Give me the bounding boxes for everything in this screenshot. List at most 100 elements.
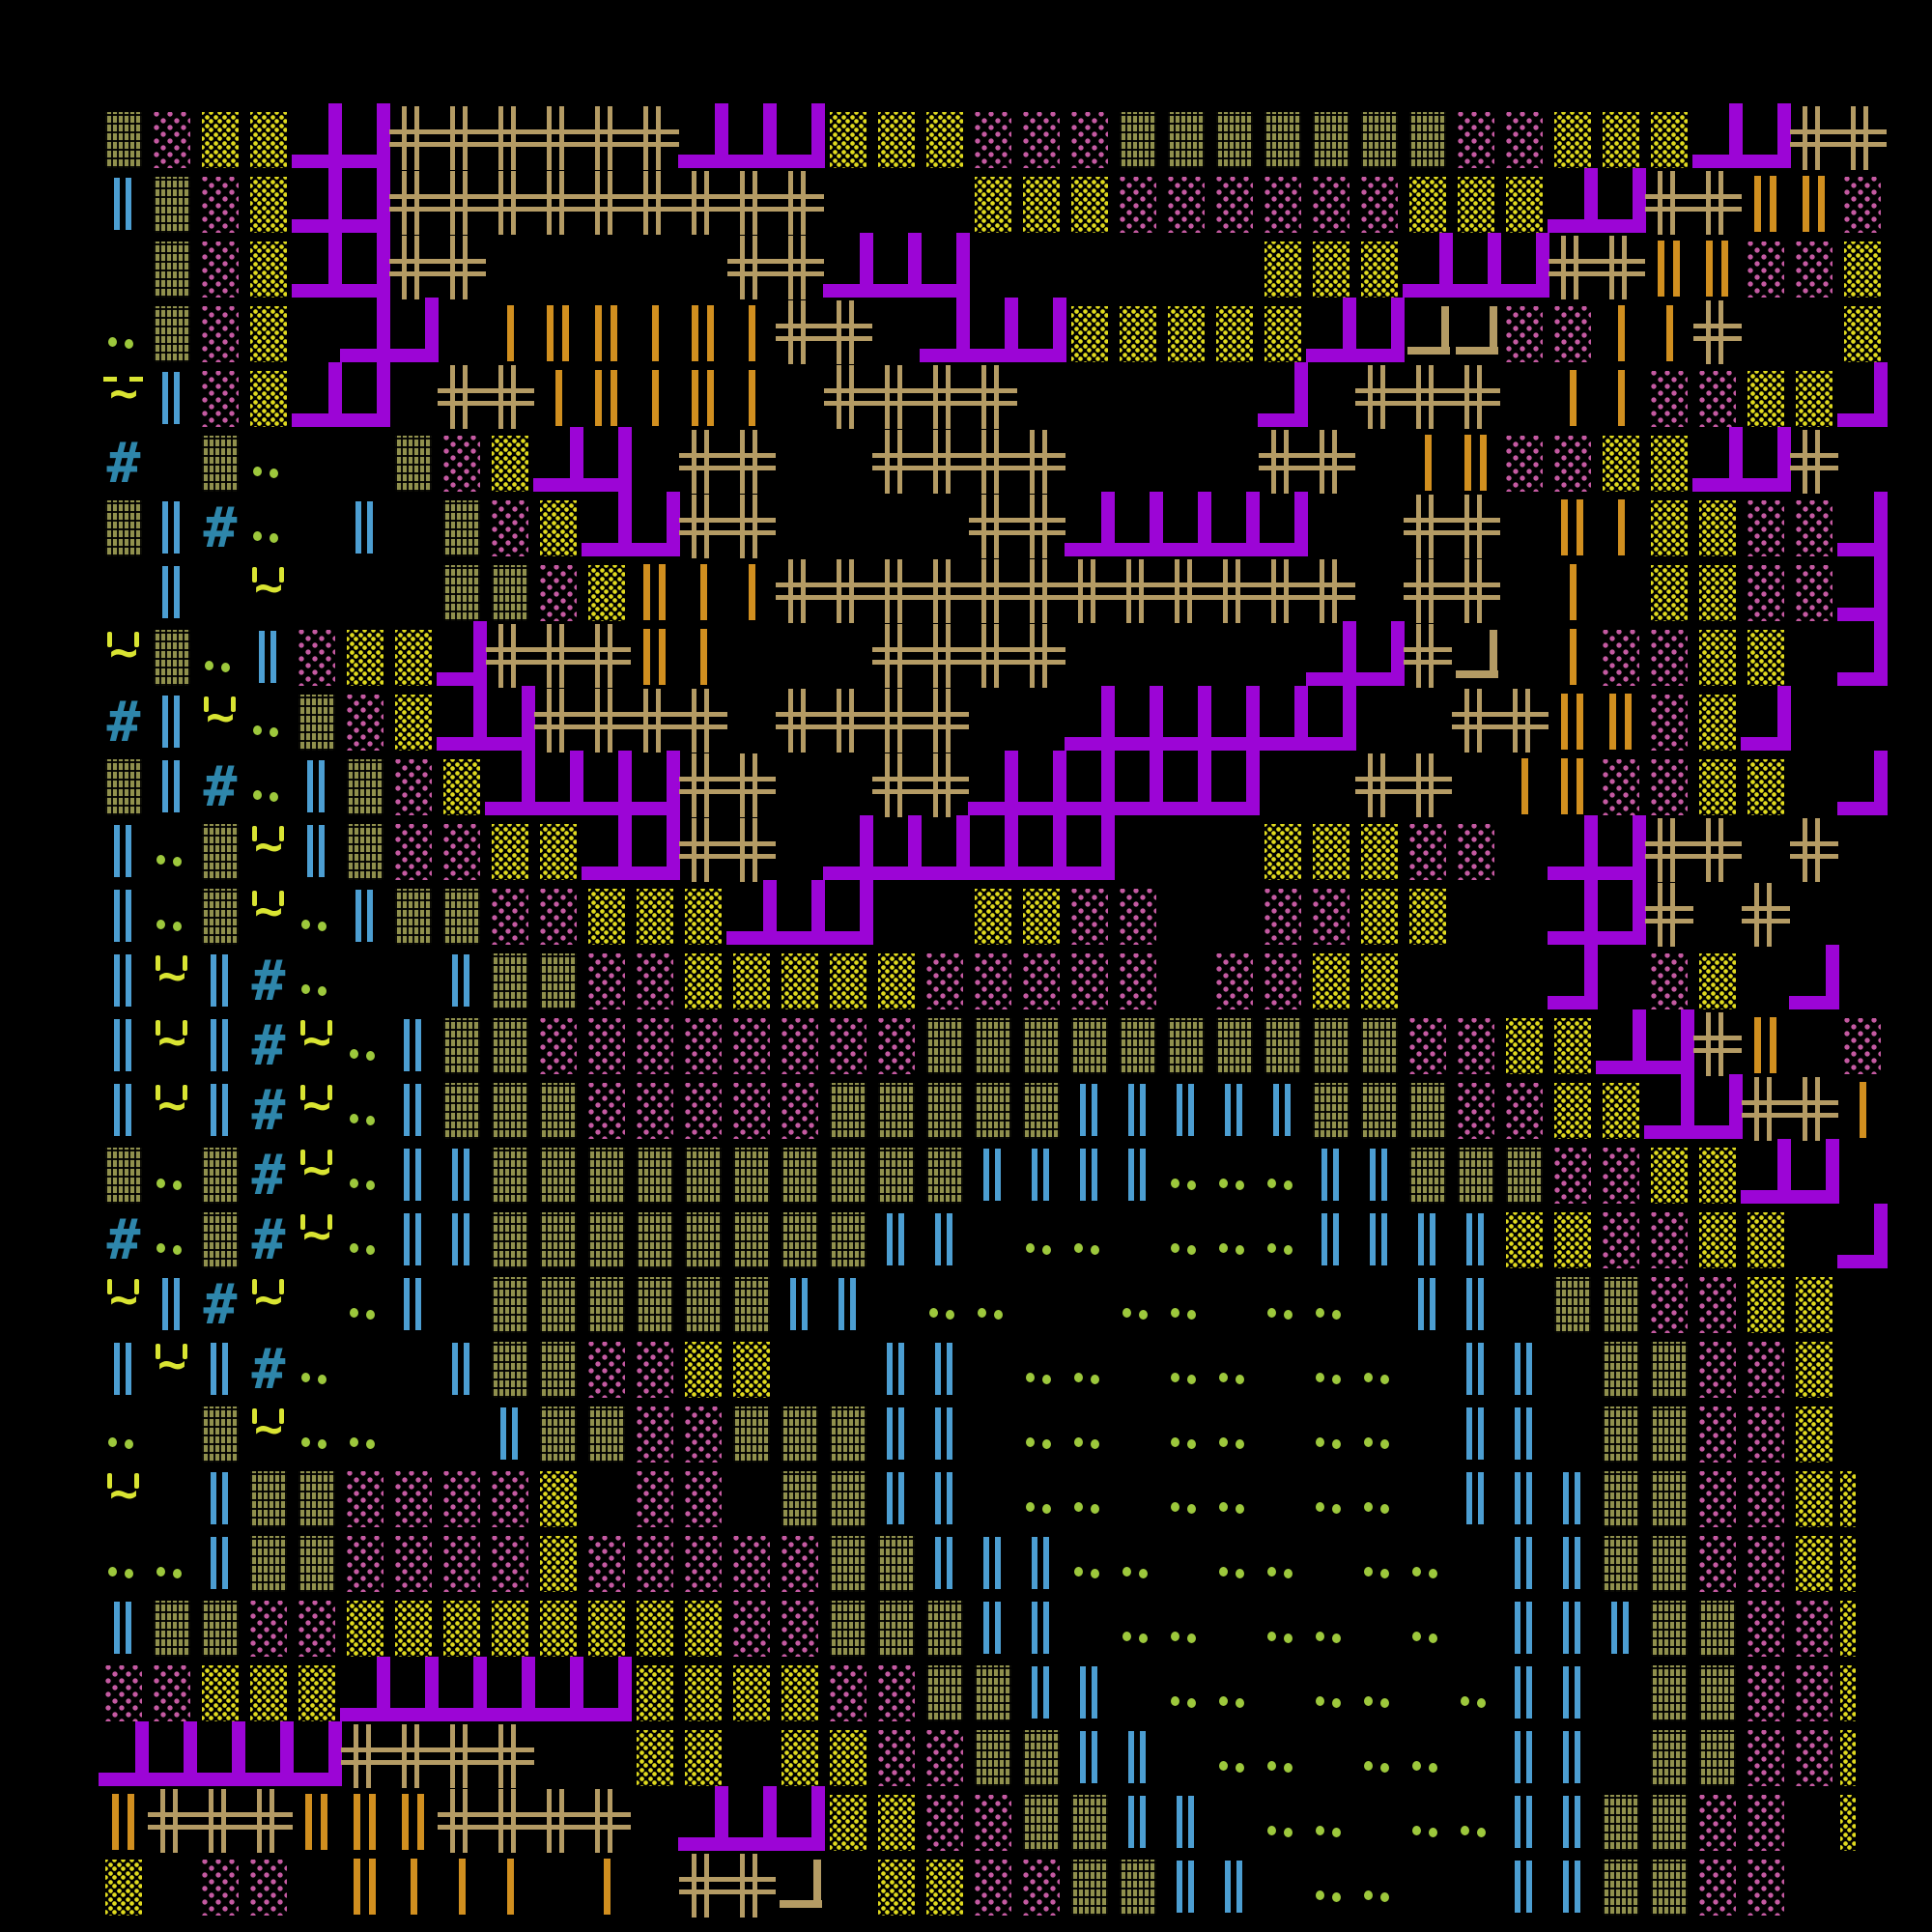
tile-green-double-dots: [293, 1403, 341, 1467]
tile-yellow-dot-block: [244, 173, 293, 238]
tile-purple-corner-up-left: [1065, 815, 1115, 885]
tile-olive-weave-block: [389, 885, 438, 950]
tile-yellow-dot-block: [1790, 1532, 1838, 1597]
tile-pink-dot-block: [1210, 950, 1259, 1014]
tile-green-double-dots: [1017, 1403, 1065, 1467]
tile-pink-dot-block: [1548, 432, 1597, 497]
tile-pink-dot-block: [1838, 1014, 1887, 1079]
hash-glyph: #: [106, 689, 141, 754]
tile-purple-corner-up-left: [1065, 492, 1115, 561]
tile-yellow-dot-block: [679, 1338, 727, 1403]
tile-tan-double-cross: [921, 559, 969, 626]
tile-blue-double-pipe: [196, 1532, 244, 1597]
tile-blue-double-pipe: [1307, 1208, 1355, 1273]
tile-purple-corner-up-left: [1837, 621, 1888, 691]
tile-olive-weave-block: [1645, 1338, 1693, 1403]
tile-tan-double-cross: [389, 236, 438, 302]
tile-yellow-dot-block: [244, 108, 293, 173]
tile-pink-dot-block: [486, 885, 534, 950]
tile-blue-double-pipe: [1210, 1856, 1259, 1920]
tile-tan-double-cross: [776, 171, 824, 238]
tile-purple-corner-up-left: [1548, 945, 1598, 1014]
tile-pink-dot-block: [1742, 561, 1790, 626]
tile-pink-dot-block: [679, 1079, 727, 1144]
tile-yellow-dot-block: [1742, 1208, 1790, 1273]
tile-blue-double-pipe: [389, 1014, 438, 1079]
tile-grass-ticks-tilde: ~: [99, 624, 148, 691]
hash-glyph: #: [251, 1142, 286, 1208]
tile-yellow-dot-block: [727, 950, 776, 1014]
tile-tan-double-cross: [824, 559, 872, 626]
tile-pink-dot-block: [631, 1467, 679, 1532]
tile-orange-double-pipe: [631, 561, 679, 626]
tile-purple-corner-up-left: [1596, 1009, 1646, 1079]
tile-orange-pipe: [1597, 367, 1645, 432]
tile-olive-weave-block: [824, 1208, 872, 1273]
tile-orange-double-pipe: [1742, 1014, 1790, 1079]
tile-pink-dot-block: [1114, 173, 1162, 238]
tile-yellow-dot-block: [1017, 885, 1065, 950]
tile-yellow-dot-block-partial: [1838, 1726, 1887, 1791]
tile-orange-double-pipe: [341, 1856, 389, 1920]
tile-green-double-dots: [1259, 1144, 1307, 1208]
tile-purple-corner-up-left: [1741, 427, 1791, 497]
tile-purple-corner-up-left: [1837, 1204, 1888, 1273]
tile-pink-dot-block: [1065, 885, 1114, 950]
tile-blue-double-pipe: [1017, 1144, 1065, 1208]
tile-yellow-dot-block: [1597, 108, 1645, 173]
tile-blue-double-pipe: [99, 173, 148, 238]
tile-pink-dot-block: [293, 626, 341, 691]
tile-yellow-dot-block: [679, 1662, 727, 1726]
tile-grass-ticks-tilde: ~: [244, 818, 293, 885]
tile-grass-ticks-tilde: ~: [99, 1465, 148, 1532]
tile-pink-dot-block: [1742, 1467, 1790, 1532]
tile-olive-weave-block: [196, 1208, 244, 1273]
tile-olive-weave-block: [438, 1014, 486, 1079]
tile-blue-double-pipe: [99, 1079, 148, 1144]
tile-yellow-dot-block: [1742, 367, 1790, 432]
tile-purple-corner-up-left: [968, 298, 1018, 367]
tile-olive-weave-block: [921, 1079, 969, 1144]
tile-pink-dot-block: [1259, 885, 1307, 950]
tile-pink-dot-block: [1742, 238, 1790, 302]
tile-pink-dot-block: [389, 820, 438, 885]
tile-yellow-dot-block: [1500, 173, 1548, 238]
tile-olive-weave-block: [631, 1144, 679, 1208]
tile-tan-double-cross: [148, 1789, 196, 1856]
tile-tan-double-cross: [921, 624, 969, 691]
tile-purple-corner-up-left: [1644, 1074, 1694, 1144]
tile-blue-double-pipe: [196, 1014, 244, 1079]
tile-yellow-dot-block: [1838, 238, 1887, 302]
tilde-glyph: ~: [156, 1077, 187, 1133]
tile-tan-double-cross: [1548, 236, 1597, 302]
tile-pink-dot-block: [1162, 173, 1210, 238]
tile-pink-dot-block: [1693, 1338, 1742, 1403]
tile-purple-corner-up-left: [582, 427, 632, 497]
tile-orange-pipe: [1597, 302, 1645, 367]
tile-olive-weave-block: [1017, 1079, 1065, 1144]
tile-teal-hash: #: [99, 691, 148, 755]
tile-yellow-dot-block: [679, 950, 727, 1014]
tilde-glyph: ~: [301, 1012, 332, 1068]
tile-blue-double-pipe: [1210, 1079, 1259, 1144]
tile-tan-double-cross: [1065, 559, 1114, 626]
tile-grass-ticks-tilde: ~: [293, 1142, 341, 1208]
tile-yellow-dot-block: [1742, 755, 1790, 820]
tile-green-double-dots: [1355, 1532, 1404, 1597]
tile-purple-corner-up-left: [1161, 492, 1211, 561]
tile-purple-corner-up-left: [1306, 298, 1356, 367]
tile-green-double-dots: [1065, 1467, 1114, 1532]
tile-orange-pipe: [1548, 367, 1597, 432]
tile-yellow-dot-block: [824, 1726, 872, 1791]
tile-purple-corner-up-left: [920, 298, 970, 367]
tile-green-double-dots: [1210, 1208, 1259, 1273]
tile-pink-dot-block: [1790, 238, 1838, 302]
tile-purple-corner-up-left: [437, 686, 487, 755]
tile-orange-double-pipe: [1742, 173, 1790, 238]
tile-purple-corner-up-left: [1016, 298, 1066, 367]
tile-blue-double-pipe: [389, 1208, 438, 1273]
tile-green-double-dots: [1307, 1856, 1355, 1920]
tile-tan-double-cross: [679, 753, 727, 820]
tile-yellow-dot-block: [1548, 108, 1597, 173]
tile-blue-double-pipe: [389, 1144, 438, 1208]
